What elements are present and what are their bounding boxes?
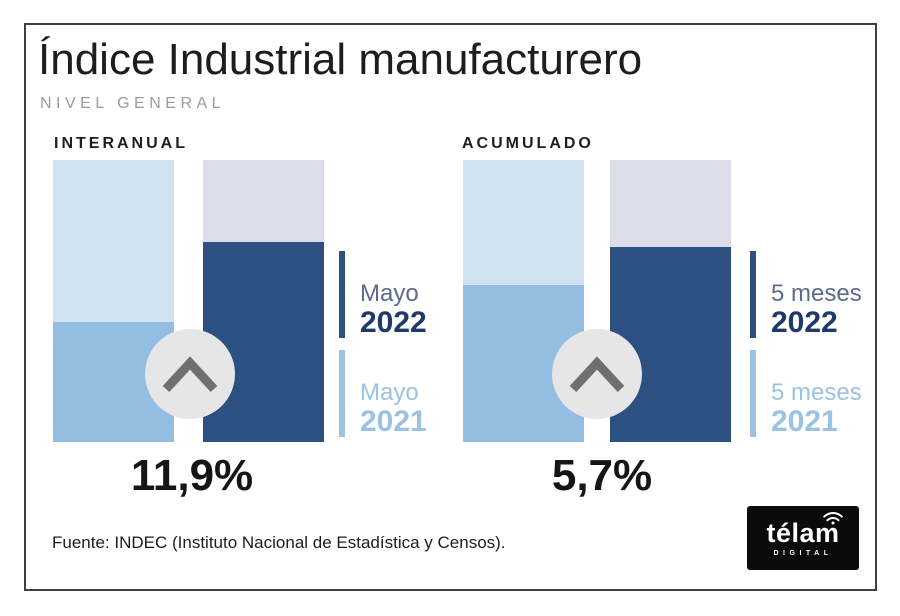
telam-logo: télam DIGITAL bbox=[747, 506, 859, 570]
section-title-acumulado: ACUMULADO bbox=[462, 135, 594, 152]
legend-item-5meses-2022: 5 meses 2022 bbox=[750, 251, 862, 338]
legend-text-2022: Mayo 2022 bbox=[360, 251, 427, 338]
legend-year-label: 2022 bbox=[360, 306, 427, 339]
page-title: Índice Industrial manufacturero bbox=[38, 35, 643, 84]
legend-year-label: 2021 bbox=[771, 405, 838, 438]
infographic-frame: Índice Industrial manufacturero NIVEL GE… bbox=[24, 23, 877, 591]
legend-period-label: Mayo bbox=[360, 280, 419, 308]
wifi-icon bbox=[822, 511, 843, 525]
legend-year-label: 2022 bbox=[771, 306, 838, 339]
change-value-interanual: 11,9% bbox=[130, 451, 254, 500]
logo-subtitle: DIGITAL bbox=[773, 549, 833, 557]
legend-period-label: 5 meses bbox=[771, 379, 862, 407]
growth-circle-acumulado bbox=[552, 329, 642, 419]
legend-tick-2021 bbox=[339, 350, 345, 437]
legend-tick-2022 bbox=[339, 251, 345, 338]
legend-tick-2021 bbox=[750, 350, 756, 437]
chevron-up-icon bbox=[162, 356, 218, 393]
section-title-interanual: INTERANUAL bbox=[54, 135, 188, 152]
page-subtitle: NIVEL GENERAL bbox=[40, 95, 226, 112]
legend-text-2022: 5 meses 2022 bbox=[771, 251, 862, 338]
legend-tick-2022 bbox=[750, 251, 756, 338]
change-value-acumulado: 5,7% bbox=[551, 451, 653, 500]
legend-year-label: 2021 bbox=[360, 405, 427, 438]
logo-brand: télam bbox=[766, 511, 843, 548]
legend-item-mayo-2022: Mayo 2022 bbox=[339, 251, 427, 338]
chevron-up-icon bbox=[569, 356, 625, 393]
logo-brand-text: télam bbox=[766, 517, 840, 548]
legend-period-label: 5 meses bbox=[771, 280, 862, 308]
legend-item-5meses-2021: 5 meses 2021 bbox=[750, 350, 862, 437]
legend-item-mayo-2021: Mayo 2021 bbox=[339, 350, 427, 437]
growth-circle-interanual bbox=[145, 329, 235, 419]
bar-fill-mayo-2022 bbox=[203, 242, 324, 442]
bar-mayo-2022 bbox=[203, 160, 324, 442]
legend-text-2021: 5 meses 2021 bbox=[771, 350, 862, 437]
legend-period-label: Mayo bbox=[360, 379, 419, 407]
legend-text-2021: Mayo 2021 bbox=[360, 350, 427, 437]
wifi-dot bbox=[831, 521, 834, 525]
source-note: Fuente: INDEC (Instituto Nacional de Est… bbox=[52, 533, 506, 552]
